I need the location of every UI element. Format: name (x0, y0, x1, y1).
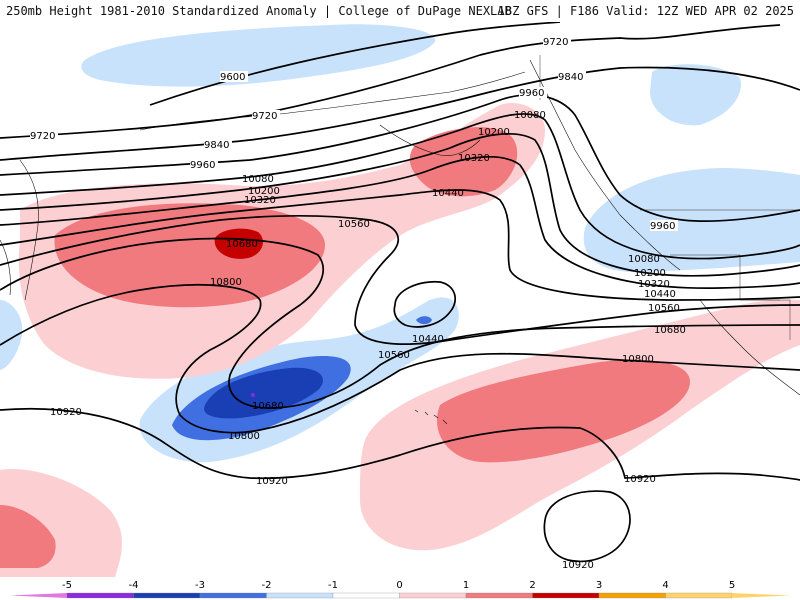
legend-swatch (399, 592, 467, 599)
contour-label: 10920 (50, 407, 82, 418)
contour-label: 9600 (220, 72, 245, 83)
legend-tick-label: 2 (529, 580, 535, 591)
legend-swatch (133, 592, 201, 599)
contour-10920-loop (543, 490, 631, 563)
coastlines (0, 55, 800, 425)
map-header: 250mb Height 1981-2010 Standardized Anom… (0, 0, 800, 22)
contour-label: 10680 (252, 401, 284, 412)
contour-label: 10680 (654, 325, 686, 336)
legend-swatch (199, 592, 267, 599)
height-contours (0, 22, 800, 563)
contour-label: 10560 (338, 219, 370, 230)
contour-10440-loop (393, 280, 457, 328)
legend-swatch (665, 592, 733, 599)
contour-label: 10800 (210, 277, 242, 288)
contour-label: 10080 (242, 174, 274, 185)
anomaly-p2-sw (0, 505, 56, 568)
model-run-info: 18Z GFS | F186 Valid: 12Z WED APR 02 202… (497, 4, 794, 18)
legend-tick-label: -4 (129, 580, 139, 591)
legend-arrow-right (732, 593, 790, 598)
legend-swatch (465, 592, 533, 599)
anomaly-negative-left-edge (0, 300, 23, 370)
legend-swatch (532, 592, 600, 599)
anomaly-shading (0, 24, 800, 577)
contour-label: 10920 (256, 476, 288, 487)
anomaly-m2-small (416, 316, 432, 325)
legend-tick-label: -3 (195, 580, 205, 591)
legend-swatch (266, 592, 334, 599)
anomaly-p2-north (409, 127, 518, 197)
legend-tick-label: 0 (396, 580, 402, 591)
anomaly-negative-alaska (650, 64, 741, 126)
contour-label: 10800 (228, 431, 260, 442)
legend-tick-label: -5 (62, 580, 72, 591)
contour-label: 10920 (562, 560, 594, 571)
legend-swatch (598, 592, 666, 599)
legend-tick-label: 1 (463, 580, 469, 591)
contour-10920 (0, 407, 800, 481)
contour-label: 10080 (514, 110, 546, 121)
legend-swatch (332, 592, 400, 599)
contour-label: 9720 (543, 37, 568, 48)
contour-label: 10560 (378, 350, 410, 361)
contour-9720-a (0, 24, 781, 139)
contour-label: 9960 (519, 88, 544, 99)
anomaly-legend: -5 -4 -3 -2 -1 0 1 2 3 4 5 (0, 577, 800, 600)
contour-label: 10560 (648, 303, 680, 314)
contour-label: 9720 (252, 111, 277, 122)
legend-arrow-left (10, 593, 67, 598)
contour-10080 (0, 113, 800, 260)
contour-label: 10200 (478, 127, 510, 138)
contour-label: 10440 (644, 289, 676, 300)
anomaly-minimum-marker (251, 393, 255, 397)
contour-label: 10320 (638, 279, 670, 290)
legend-tick-label: 3 (596, 580, 602, 591)
anomaly-negative-north (81, 24, 436, 87)
contour-label: 10080 (628, 254, 660, 265)
contour-10200 (0, 133, 800, 277)
contour-10560 (0, 215, 800, 345)
contour-10680 (0, 237, 800, 409)
contour-label: 9960 (190, 160, 215, 171)
contour-10440 (0, 189, 800, 301)
contour-label: 9720 (30, 131, 55, 142)
legend-tick-label: 4 (662, 580, 668, 591)
anomaly-map: 9600 9720 9720 9720 9840 9840 9960 9960 … (0, 22, 800, 577)
legend-tick-label: -1 (328, 580, 338, 591)
contour-label: 10320 (458, 153, 490, 164)
contour-label: 10440 (432, 188, 464, 199)
contour-label: 10440 (412, 334, 444, 345)
contour-label: 9840 (204, 140, 229, 151)
contour-label: 10920 (624, 474, 656, 485)
map-title: 250mb Height 1981-2010 Standardized Anom… (6, 4, 512, 18)
contour-label: 10200 (634, 268, 666, 279)
anomaly-p2-south (436, 359, 690, 463)
contour-label: 10200 (248, 186, 280, 197)
contour-label: 9960 (650, 221, 675, 232)
anomaly-p2-west (54, 203, 325, 308)
anomaly-m3-central (204, 367, 323, 419)
contour-labels: 9600 9720 9720 9720 9840 9840 9960 9960 … (30, 36, 686, 571)
contour-10800 (0, 283, 800, 434)
contour-10320 (0, 155, 800, 289)
contour-label: 10680 (226, 239, 258, 250)
anomaly-p3-west (214, 228, 263, 259)
contour-label: 9840 (558, 72, 583, 83)
contour-label: 10320 (244, 195, 276, 206)
contour-9840-a (0, 66, 800, 161)
legend-tick-label: 5 (729, 580, 735, 591)
legend-swatch (66, 592, 134, 599)
legend-tick-label: -2 (262, 580, 272, 591)
contour-label: 10800 (622, 354, 654, 365)
